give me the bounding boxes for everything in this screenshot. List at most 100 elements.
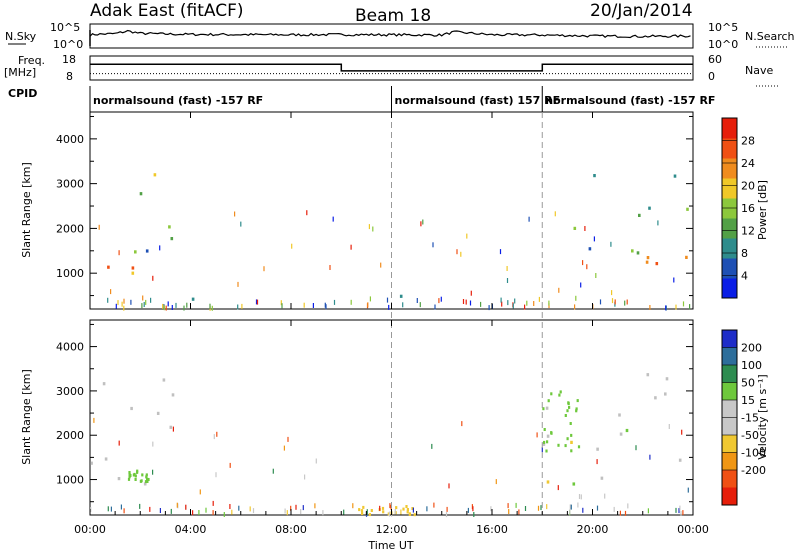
power-cell [186,302,188,308]
velocity-cell [300,509,302,514]
velocity-cell [238,505,240,511]
power-cell [420,221,422,227]
nave-tick-high: 60 [708,53,722,66]
x-tick-label: 20:00 [577,523,609,536]
x-tick-label: 04:00 [175,523,207,536]
power-cell [480,301,482,307]
velocity-colorbar-tick-label: -50 [741,429,759,442]
velocity-cell [687,487,689,493]
power-cell [595,273,597,278]
power-cell [98,224,100,230]
velocity-colorbar-swatch [722,330,737,348]
velocity-cell [152,441,154,447]
y-tick-label: 3000 [56,385,84,398]
velocity-cell [408,512,411,516]
power-cell [685,255,688,259]
velocity-cell [647,508,649,514]
velocity-cell [570,433,573,437]
power-cell [209,303,211,309]
velocity-cell [558,393,561,397]
velocity-cell [668,424,670,429]
power-cell [241,303,243,309]
velocity-cell [524,506,527,511]
power-cell [469,300,472,306]
power-cell [143,302,145,307]
power-cell [107,265,110,269]
velocity-cell [569,422,572,425]
velocity-cell [145,473,148,477]
freq-tick-low: 8 [66,70,73,83]
power-cell [611,298,614,304]
velocity-cell [576,399,579,403]
velocity-cell [176,502,178,508]
velocity-cell [596,447,599,451]
velocity-cell [170,508,172,514]
power-cell [237,281,239,287]
velocity-cell [575,409,578,413]
power-colorbar-tick-label: 16 [741,202,755,215]
velocity-cell [284,508,286,514]
power-cell [142,295,144,301]
velocity-cell [304,474,306,480]
velocity-colorbar-swatch [722,417,737,436]
freq-unit: [MHz] [4,66,36,79]
velocity-cell [128,471,131,474]
nsky-series [89,29,691,46]
velocity-cell [139,479,142,483]
power-cell [117,300,119,306]
velocity-cell [564,444,567,448]
velocity-cell [169,425,173,429]
power-colorbar-swatch [722,118,737,139]
velocity-cell [360,509,364,513]
velocity-cell [343,509,345,515]
velocity-cell [445,512,448,518]
power-cell [584,226,586,231]
cpid-segment-label: normalsound (fast) 157 RF [395,94,561,107]
velocity-cell [229,462,231,468]
velocity-cell [624,510,627,516]
power-cell [171,305,173,310]
y-tick-label: 2000 [56,429,84,442]
power-cell [123,305,125,311]
velocity-cell [287,436,289,442]
power-cell [332,216,334,222]
velocity-cell [358,508,361,512]
nave-label: Nave [745,64,773,77]
velocity-cell [406,508,409,511]
velocity-cell [379,505,381,511]
station-title: Adak East (fitACF) [90,1,244,21]
cpid-label: CPID [8,87,37,100]
power-cell [402,302,404,308]
velocity-cell [212,510,214,516]
velocity-cell [569,509,571,515]
power-cell [380,262,382,268]
x-tick-label: 16:00 [476,523,508,536]
power-cell [440,296,442,302]
velocity-cell [508,509,510,514]
power-ylabel: Slant Range [km] [20,162,33,258]
power-cell [501,301,503,307]
power-cell [631,249,634,253]
power-cell [134,250,137,254]
power-cell [456,249,458,255]
nsky-line [89,29,691,39]
velocity-cell [433,502,435,508]
nave-tick-low: 0 [708,70,715,83]
velocity-cell [681,429,683,435]
x-axis-label: Time UT [367,539,413,552]
velocity-cell [147,478,150,481]
power-cell [162,303,164,309]
velocity-cell [252,508,255,514]
power-cell [514,298,516,304]
power-colorbar-swatch [722,138,737,159]
velocity-cell [315,458,317,464]
velocity-cell [570,504,572,510]
velocity-cell [619,510,621,516]
power-cell [538,296,540,302]
freq-series [90,63,693,75]
power-colorbar-tick-label: 8 [741,247,748,260]
velocity-cell [272,468,274,474]
y-tick-label: 2000 [56,222,84,235]
velocity-colorbar-swatch [722,382,737,401]
velocity-colorbar-tick-label: -100 [741,447,766,460]
